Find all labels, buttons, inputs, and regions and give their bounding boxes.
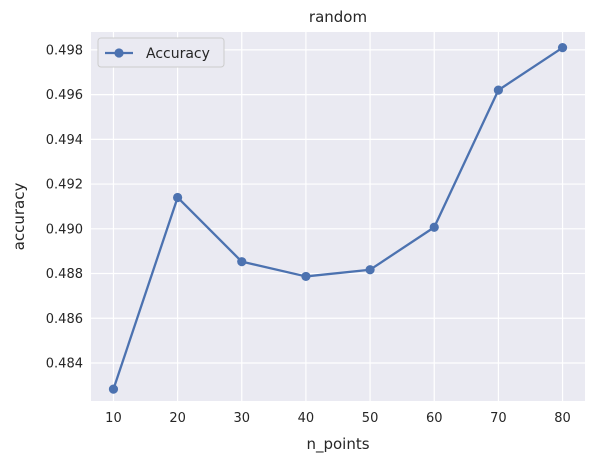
- y-tick-label: 0.498: [46, 43, 83, 58]
- y-tick-label: 0.496: [46, 88, 83, 103]
- x-tick-label: 60: [426, 411, 443, 426]
- series-layer: [108, 43, 568, 394]
- data-point: [493, 85, 503, 95]
- grid-lines: [91, 32, 585, 401]
- legend-box: [97, 37, 225, 68]
- y-tick-label: 0.494: [46, 133, 83, 148]
- x-tick-label: 50: [362, 411, 379, 426]
- x-tick-label: 70: [490, 411, 507, 426]
- data-point: [557, 43, 568, 53]
- data-point: [173, 192, 183, 203]
- x-tick-label: 80: [554, 411, 571, 426]
- legend: Accuracy: [97, 37, 225, 68]
- data-point: [108, 384, 119, 394]
- plot-area: [91, 32, 585, 401]
- data-point: [301, 271, 311, 282]
- y-tick-label: 0.490: [46, 222, 83, 237]
- x-tick-label: 40: [298, 411, 315, 426]
- y-tick-label: 0.488: [46, 267, 83, 282]
- x-tick-label: 10: [105, 411, 122, 426]
- y-tick-label: 0.486: [46, 312, 83, 327]
- chart-title: random: [309, 8, 367, 26]
- x-tick-labels: 10 20 30 40 50 60 70 80: [105, 411, 571, 426]
- data-point: [237, 257, 247, 267]
- y-tick-labels: 0.484 0.486 0.488 0.490 0.492 0.494 0.496 0.498: [46, 43, 83, 371]
- series-line-0: [112, 46, 564, 390]
- legend-label: Accuracy: [146, 46, 210, 62]
- legend-marker-icon: [114, 48, 124, 58]
- x-tick-label: 20: [169, 411, 186, 426]
- data-point: [365, 265, 375, 275]
- data-point: [429, 222, 439, 232]
- y-axis-label: accuracy: [10, 183, 28, 251]
- x-axis-label: n_points: [306, 435, 369, 454]
- x-tick-label: 30: [233, 411, 250, 426]
- y-tick-label: 0.484: [46, 356, 83, 371]
- y-tick-label: 0.492: [46, 178, 83, 193]
